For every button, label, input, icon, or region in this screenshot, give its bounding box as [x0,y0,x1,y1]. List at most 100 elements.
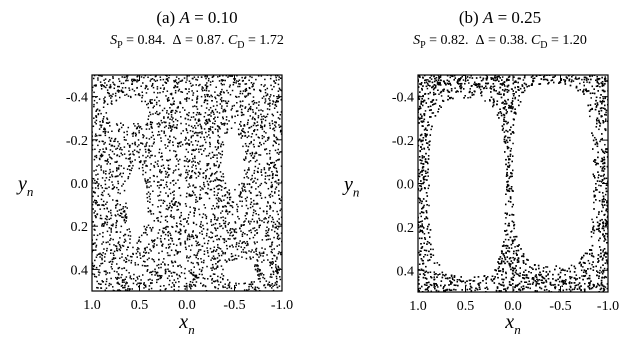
scatter-point [101,257,103,259]
scatter-point [263,136,265,138]
scatter-point [253,146,255,148]
scatter-point [109,79,111,81]
scatter-point [117,168,120,170]
scatter-point [503,253,505,255]
scatter-point [264,148,266,151]
scatter-point [230,255,233,258]
scatter-point [121,175,123,178]
scatter-point [153,166,156,168]
scatter-point [248,285,250,288]
scatter-point [256,270,259,273]
scatter-point [154,268,156,271]
scatter-point [208,177,211,180]
scatter-point [139,94,141,97]
scatter-point [253,172,255,174]
scatter-point [210,251,213,253]
scatter-point [188,80,191,82]
scatter-point [183,225,185,228]
scatter-point [272,285,274,287]
scatter-point [124,238,126,241]
scatter-point [554,279,557,282]
scatter-point [267,284,269,286]
scatter-point [222,109,225,111]
scatter-point [108,195,111,197]
scatter-point [166,204,168,207]
scatter-point [247,119,250,121]
scatter-point [278,126,281,128]
scatter-point [114,257,117,259]
scatter-point [160,263,162,265]
scatter-point [214,128,217,130]
scatter-point [252,116,254,119]
scatter-point [103,207,106,210]
scatter-point [133,149,136,151]
scatter-point [209,84,212,86]
scatter-point [253,203,255,205]
scatter-point [234,222,237,224]
scatter-point [102,130,105,133]
scatter-point [191,153,193,155]
scatter-point [170,249,173,252]
scatter-point [426,217,429,220]
scatter-point [105,241,108,244]
scatter-point [177,168,180,171]
scatter-point [222,79,225,82]
scatter-point [227,238,230,240]
scatter-point [245,95,248,97]
scatter-point [269,276,272,278]
scatter-point [140,282,142,285]
scatter-point [157,232,160,234]
scatter-point [101,262,104,265]
scatter-point [225,75,228,77]
scatter-point [106,103,109,106]
scatter-point [153,220,156,222]
scatter-point [99,154,102,157]
scatter-point [579,82,581,85]
scatter-point [235,82,237,84]
scatter-point [262,255,264,257]
scatter-point [148,285,151,287]
scatter-point [198,111,201,114]
scatter-point [115,204,118,206]
scatter-point [222,238,224,240]
scatter-point [114,207,117,209]
scatter-point [254,265,256,268]
scatter-point [194,194,196,196]
scatter-point [167,138,169,141]
scatter-point [154,274,156,276]
scatter-point [177,238,180,241]
scatter-point [501,84,503,86]
scatter-point [92,144,94,147]
scatter-point [220,107,223,109]
scatter-point [158,133,161,136]
scatter-point [173,80,176,83]
scatter-point [229,234,231,237]
scatter-point [131,78,133,81]
scatter-point [172,120,175,123]
scatter-point [151,273,153,276]
scatter-point [202,284,205,286]
scatter-point [139,125,142,128]
scatter-point [130,259,133,262]
scatter-point [560,79,563,81]
scatter-point [161,155,163,158]
scatter-point [116,199,118,202]
scatter-point [179,194,182,197]
scatter-point [100,153,103,156]
scatter-point [106,201,108,204]
scatter-point [148,195,151,198]
scatter-point [99,233,101,235]
scatter-point [270,220,273,223]
scatter-point [229,196,232,199]
scatter-point [267,229,270,232]
scatter-point [183,77,186,79]
scatter-point [252,236,255,239]
scatter-point [121,90,124,93]
scatter-point [195,148,198,150]
scatter-point [182,218,185,221]
scatter-point [228,75,230,77]
scatter-point [251,249,253,251]
scatter-point [95,238,98,241]
scatter-point [109,140,112,142]
scatter-point [219,92,221,95]
